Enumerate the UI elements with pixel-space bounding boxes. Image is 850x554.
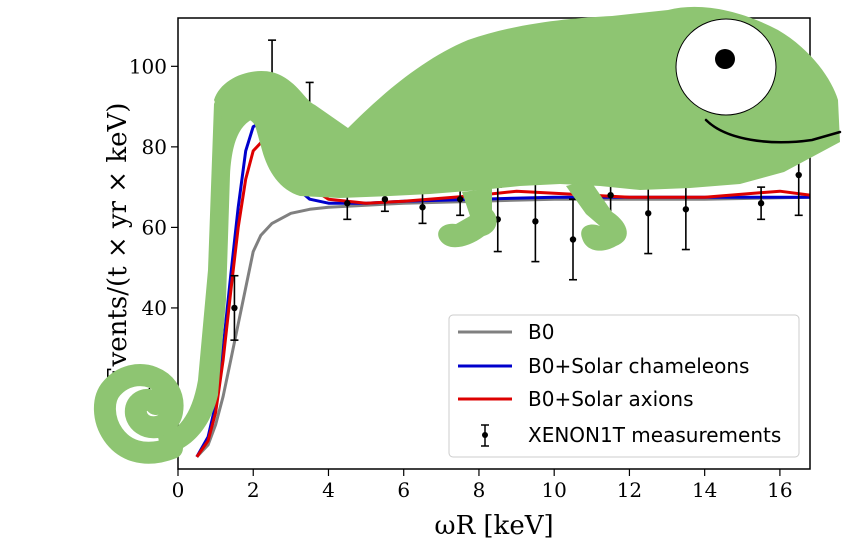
x-tick-label-16: 16	[767, 478, 792, 502]
measurement-point	[757, 186, 766, 221]
measurement-point	[230, 274, 239, 341]
y-tick-label-100: 100	[129, 54, 167, 78]
legend-swatch-measurements	[481, 424, 489, 447]
x-tick-label-2: 2	[247, 478, 260, 502]
series-line-0	[195, 195, 810, 458]
legend-entry-b0: B0	[528, 320, 554, 344]
x-axis: 0 2 4 6 8 10 12 14 16	[172, 469, 793, 502]
legend-box	[448, 314, 800, 458]
chameleon-illustration	[93, 6, 842, 464]
x-axis-label: ωR [keV]	[434, 511, 553, 541]
y-tick-label-40: 40	[142, 296, 167, 320]
x-tick-label-10: 10	[541, 478, 566, 502]
legend-entry-measurements: XENON1T measurements	[528, 423, 781, 447]
plot-frame	[177, 17, 811, 470]
y-tick-label-60: 60	[142, 215, 167, 239]
x-tick-label-6: 6	[397, 478, 410, 502]
x-tick-label-8: 8	[473, 478, 486, 502]
chameleon-front-leg	[438, 188, 497, 248]
x-tick-label-4: 4	[322, 478, 335, 502]
chameleon-pupil	[715, 49, 735, 69]
y-axis-label: Events/(t × yr × keV)	[103, 103, 133, 386]
chameleon-tail	[93, 364, 184, 464]
chameleon-tail-base	[158, 81, 262, 455]
y-tick-label-80: 80	[142, 135, 167, 159]
chameleon-back-leg	[566, 180, 627, 251]
x-tick-label-12: 12	[617, 478, 642, 502]
measurement-point	[569, 198, 577, 281]
measurement-point	[418, 190, 427, 225]
x-tick-label-0: 0	[172, 478, 185, 502]
x-tick-label-14: 14	[692, 478, 717, 502]
chameleon-mouth	[704, 118, 842, 144]
legend-entry-chameleons: B0+Solar chameleons	[528, 354, 749, 378]
legend-entry-axions: B0+Solar axions	[528, 387, 694, 411]
legend: B0 B0+Solar chameleons B0+Solar axions X…	[448, 314, 800, 458]
